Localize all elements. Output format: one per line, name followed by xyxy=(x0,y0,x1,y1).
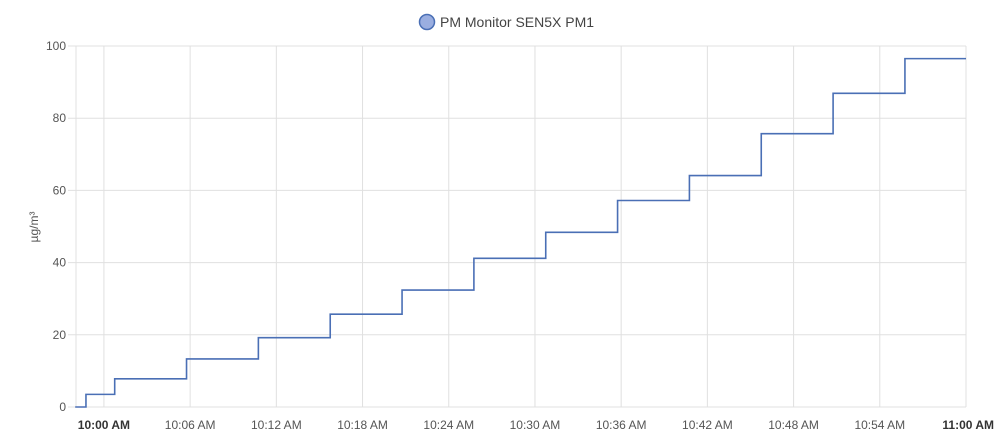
x-axis: 10:00 AM 10:06 AM 10:12 AM 10:18 AM 10:24 AM… xyxy=(78,418,994,432)
x-tick-label: 10:24 AM xyxy=(423,418,474,432)
legend-marker xyxy=(418,13,436,31)
x-tick-label: 10:36 AM xyxy=(596,418,647,432)
grid xyxy=(68,45,967,408)
x-tick-label: 10:42 AM xyxy=(682,418,733,432)
legend-label: PM Monitor SEN5X PM1 xyxy=(440,14,594,30)
y-tick-label: 40 xyxy=(53,256,67,270)
x-tick-label: 10:12 AM xyxy=(251,418,302,432)
y-axis: 0 20 40 60 80 100 xyxy=(46,39,66,414)
x-tick-label: 10:00 AM xyxy=(78,418,130,432)
y-tick-label: 80 xyxy=(53,111,67,125)
y-tick-label: 60 xyxy=(53,183,67,197)
x-tick-label: 11:00 AM xyxy=(942,418,994,432)
x-tick-label: 10:06 AM xyxy=(165,418,216,432)
y-axis-title: µg/m³ xyxy=(27,212,41,243)
x-tick-label: 10:54 AM xyxy=(854,418,905,432)
y-tick-label: 0 xyxy=(59,400,66,414)
y-tick-label: 20 xyxy=(53,328,67,342)
legend-item[interactable]: PM Monitor SEN5X PM1 xyxy=(418,13,595,31)
series-layer xyxy=(75,57,966,408)
x-tick-label: 10:30 AM xyxy=(510,418,561,432)
x-tick-label: 10:48 AM xyxy=(768,418,819,432)
series-line xyxy=(75,57,966,408)
x-tick-label: 10:18 AM xyxy=(337,418,388,432)
y-tick-label: 100 xyxy=(46,39,66,53)
